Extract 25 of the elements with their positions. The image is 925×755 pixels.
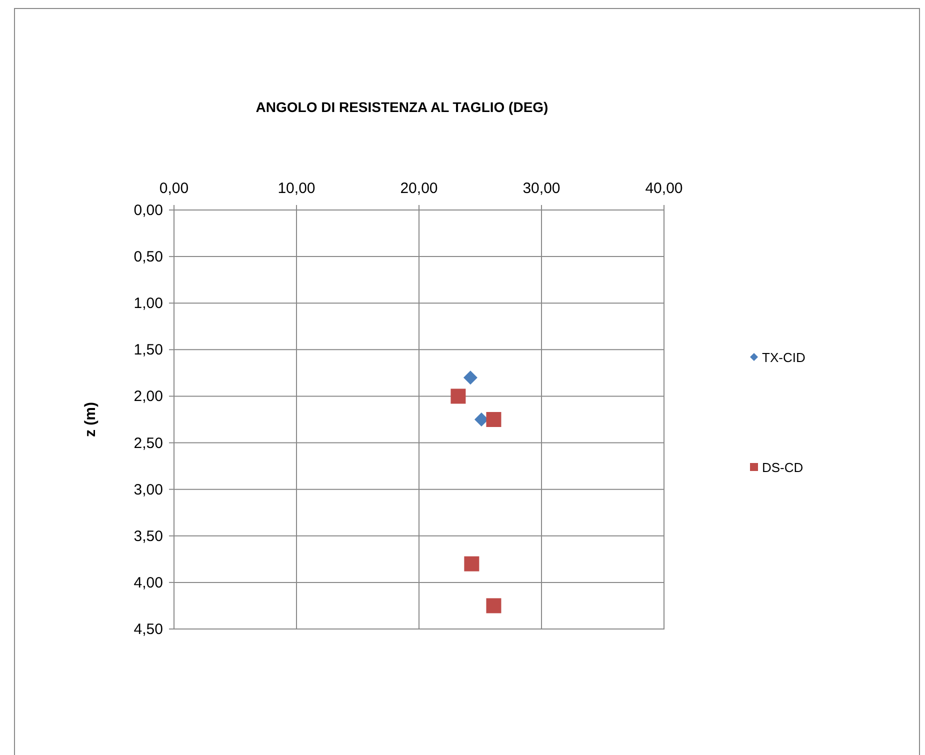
y-tick-label: 2,50 [134, 434, 163, 452]
x-tick-label: 0,00 [159, 180, 189, 197]
legend-label: TX-CID [762, 350, 806, 365]
point [450, 388, 466, 404]
point [474, 412, 488, 426]
y-tick-label: 0,50 [134, 248, 163, 266]
y-tick-label: 3,00 [134, 481, 163, 498]
y-tick-label: 4,00 [134, 574, 163, 592]
legend-label: DS-CD [762, 460, 804, 475]
y-tick-label: 2,00 [134, 388, 163, 406]
point [463, 370, 478, 385]
x-tick-label: 30,00 [522, 180, 560, 197]
y-axis-title: z (m) [82, 402, 99, 437]
y-tick-label: 0,00 [134, 202, 163, 219]
x-tick-label: 10,00 [278, 180, 316, 197]
x-tick-label: 20,00 [400, 180, 438, 197]
chart-title: ANGOLO DI RESISTENZA AL TAGLIO (DEG) [256, 99, 548, 115]
y-tick-label: 3,50 [134, 528, 163, 545]
point [486, 598, 502, 614]
y-tick-label: 1,00 [134, 295, 163, 312]
y-tick-label: 1,50 [134, 342, 163, 359]
x-tick-label: 40,00 [645, 180, 683, 197]
point [464, 556, 480, 572]
point [486, 412, 502, 427]
y-tick-label: 4,50 [134, 621, 163, 638]
